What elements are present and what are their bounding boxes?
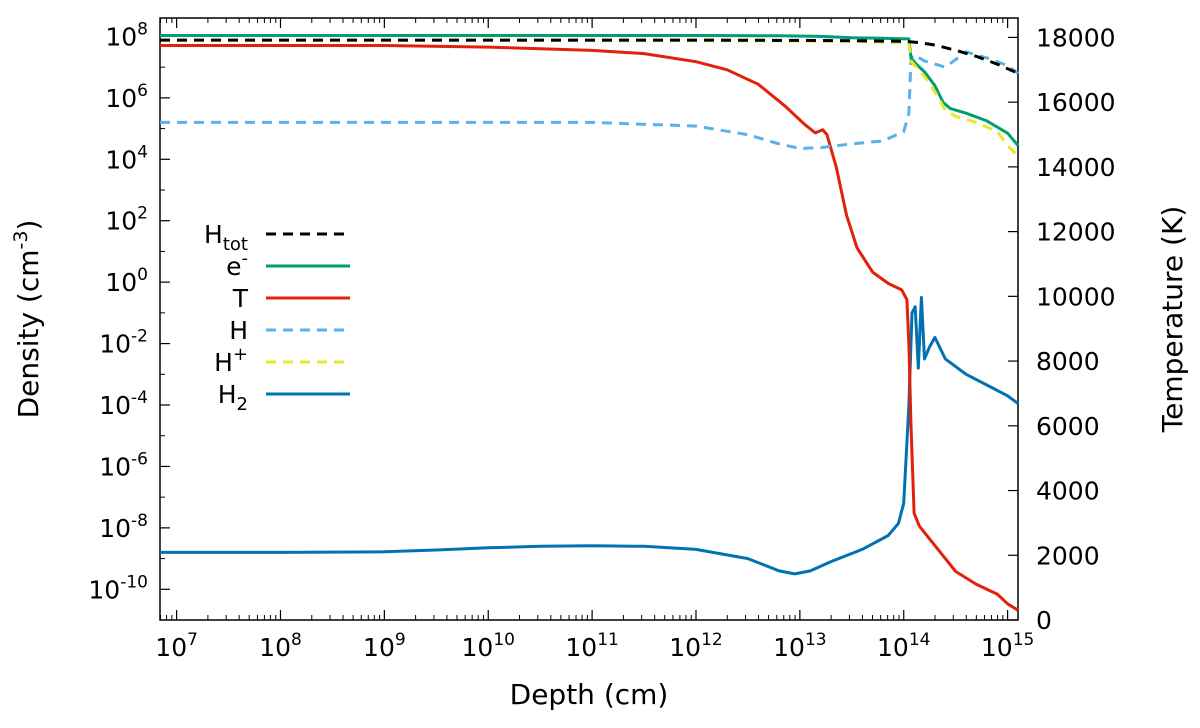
- y-left-tick-label: 10-8: [99, 511, 148, 543]
- plot-area-frame: [159, 17, 1019, 621]
- x-tick-label: 107: [155, 630, 198, 662]
- series-line-H2: [160, 296, 1019, 576]
- legend-label: H+: [214, 344, 248, 377]
- series-line-H: [160, 50, 1019, 150]
- series-line-H: [159, 38, 1020, 158]
- y-right-tick-label: 18000: [1036, 23, 1116, 52]
- x-tick-label: 1012: [669, 630, 722, 662]
- y-right-tick-label: 0: [1036, 606, 1052, 635]
- legend-label: H: [229, 316, 248, 345]
- y-left-tick-label: 100: [105, 265, 148, 297]
- legend-label: Htot: [204, 220, 248, 255]
- x-tick-label: 109: [363, 630, 406, 662]
- series-line-T: [160, 44, 1019, 612]
- x-tick-label: 1010: [462, 630, 515, 662]
- y-right-tick-label: 4000: [1036, 477, 1100, 506]
- y-left-tick-label: 106: [105, 81, 148, 113]
- series-line-e: [160, 34, 1020, 147]
- x-tick-label: 1013: [773, 630, 826, 662]
- legend-label: e-: [226, 248, 248, 281]
- y-right-tick-label: 8000: [1036, 347, 1100, 376]
- y-right-tick-label: 2000: [1036, 541, 1100, 570]
- y-left-tick-label: 108: [105, 19, 148, 51]
- legend-label: T: [232, 284, 249, 313]
- x-axis-label: Depth (cm): [510, 678, 669, 711]
- series-line-Htot: [160, 38, 1019, 75]
- y-left-tick-label: 104: [105, 142, 148, 174]
- y-right-tick-label: 10000: [1036, 282, 1116, 311]
- y-right-tick-label: 12000: [1036, 218, 1116, 247]
- x-tick-label: 1015: [981, 630, 1034, 662]
- y-right-axis-label: Temperature (K): [1156, 206, 1189, 433]
- y-right-tick-label: 14000: [1036, 153, 1116, 182]
- y-left-tick-label: 10-6: [99, 449, 148, 481]
- y-left-axis-label: Density (cm-3): [10, 220, 45, 419]
- y-left-tick-label: 102: [105, 204, 148, 236]
- x-tick-label: 1014: [877, 630, 930, 662]
- y-left-tick-label: 10-4: [99, 388, 148, 420]
- x-tick-label: 108: [259, 630, 302, 662]
- y-left-tick-label: 10-2: [99, 327, 148, 359]
- legend-label: H2: [218, 380, 248, 415]
- y-left-tick-label: 10-10: [88, 572, 148, 604]
- x-tick-label: 1011: [565, 630, 618, 662]
- y-right-tick-label: 16000: [1036, 88, 1116, 117]
- y-right-tick-label: 6000: [1036, 412, 1100, 441]
